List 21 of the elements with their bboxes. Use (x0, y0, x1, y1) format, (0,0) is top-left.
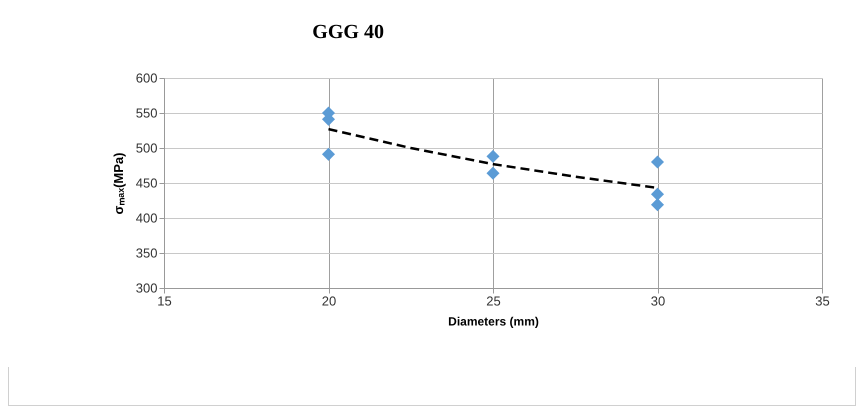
y-tick-label: 450 (136, 176, 158, 190)
x-tick-label: 30 (650, 294, 666, 308)
x-axis-title: Diameters (mm) (448, 314, 539, 328)
y-tick-label: 500 (136, 140, 158, 156)
chart-title: GGG 40 (312, 21, 384, 43)
y-tick-label: 300 (136, 280, 158, 296)
x-tick-label: 20 (322, 294, 336, 308)
y-tick-label: 350 (136, 246, 158, 260)
y-tick-label: 550 (136, 106, 158, 120)
point (486, 166, 500, 180)
point (650, 188, 664, 201)
point (650, 155, 664, 169)
x-tick-label: 35 (815, 294, 830, 308)
x-tick-label: 15 (157, 294, 172, 308)
y-tick-label: 400 (136, 210, 158, 226)
y-tick-label: 600 (136, 70, 158, 86)
y-axis-title: σₘₐₓ(MPa) (110, 152, 126, 214)
point (486, 150, 500, 163)
x-tick-label: 25 (486, 294, 501, 308)
point (322, 148, 336, 161)
point (650, 198, 664, 212)
